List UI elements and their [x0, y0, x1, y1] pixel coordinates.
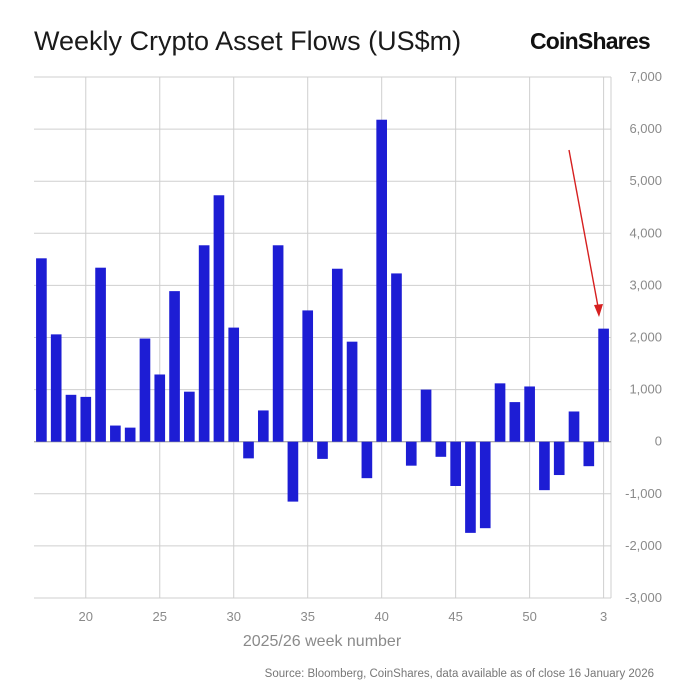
bar-week-29: [213, 195, 225, 442]
x-tick-label: 35: [300, 609, 314, 624]
bar-week-43: [420, 389, 432, 442]
annotation-arrow-head: [594, 304, 603, 317]
y-tick-label: 4,000: [629, 225, 662, 240]
bar-week-22: [110, 425, 121, 442]
bar-week-27: [184, 391, 195, 442]
bar-week-44: [435, 441, 447, 457]
bar-week-37: [331, 268, 343, 442]
bar-week-21: [95, 267, 106, 442]
coinshares-logo: CoinShares: [530, 28, 651, 54]
bar-week-30: [228, 327, 240, 442]
bar-week-35: [302, 310, 314, 442]
bar-week-47: [479, 441, 491, 529]
y-tick-label: 7,000: [629, 69, 662, 84]
bar-week-20: [80, 396, 92, 442]
bar-week-39: [361, 441, 373, 479]
x-tick-label: 40: [374, 609, 388, 624]
bar-week-34: [287, 441, 299, 502]
annotation-arrow: [568, 149, 603, 317]
y-tick-label: -1,000: [625, 486, 662, 501]
bar-week-51: [539, 441, 550, 491]
x-tick-label: 20: [79, 609, 93, 624]
bar-week-41: [391, 273, 402, 442]
x-tick-label: 3: [600, 609, 607, 624]
grid-lines: [34, 76, 612, 599]
bar-week-45: [450, 441, 461, 486]
x-tick-label: 45: [448, 609, 462, 624]
bar-week-3: [598, 328, 609, 442]
bar-week-52: [553, 441, 565, 476]
y-tick-label: 0: [655, 434, 662, 449]
annotation-arrow-line: [568, 149, 600, 313]
bar-week-38: [346, 341, 358, 442]
bar-week-26: [169, 291, 180, 442]
bar-week-31: [243, 441, 254, 459]
bar-week-46: [465, 441, 476, 533]
y-tick-label: -3,000: [625, 590, 662, 605]
bar-week-19: [65, 394, 77, 442]
chart-title: Weekly Crypto Asset Flows (US$m): [34, 26, 462, 56]
x-axis-label: 2025/26 week number: [243, 633, 402, 650]
y-tick-label: 2,000: [629, 330, 662, 345]
y-tick-label: 1,000: [629, 382, 662, 397]
bar-week-33: [272, 245, 284, 442]
y-tick-label: 5,000: [629, 173, 662, 188]
y-tick-label: 6,000: [629, 121, 662, 136]
y-tick-labels: -3,000 -2,000 -1,000 0 1,000 2,000 3,000 4,000 5…: [625, 69, 662, 605]
bar-week-50: [524, 386, 535, 442]
bar-week-25: [154, 374, 166, 442]
y-tick-label: -2,000: [625, 538, 662, 553]
bars: [36, 119, 609, 533]
bar-week-40: [376, 119, 387, 442]
bar-week-18: [50, 334, 62, 442]
bar-week-36: [317, 441, 328, 459]
x-tick-label: 30: [226, 609, 240, 624]
source-note: Source: Bloomberg, CoinShares, data avai…: [264, 668, 654, 680]
x-tick-label: 25: [153, 609, 167, 624]
bar-week-42: [405, 441, 417, 466]
bar-week-49: [509, 402, 521, 442]
bar-week-23: [124, 427, 136, 442]
bar-week-2: [583, 441, 595, 467]
x-tick-labels: 20 25 30 35 40 45 50 3: [79, 609, 608, 624]
bar-week-32: [257, 410, 269, 442]
bar-week-24: [139, 338, 151, 442]
bar-week-28: [198, 245, 210, 442]
bar-week-48: [494, 383, 506, 442]
bar-week-17: [36, 258, 47, 442]
x-tick-label: 50: [522, 609, 536, 624]
y-tick-label: 3,000: [629, 277, 662, 292]
bar-week-1: [568, 411, 580, 442]
